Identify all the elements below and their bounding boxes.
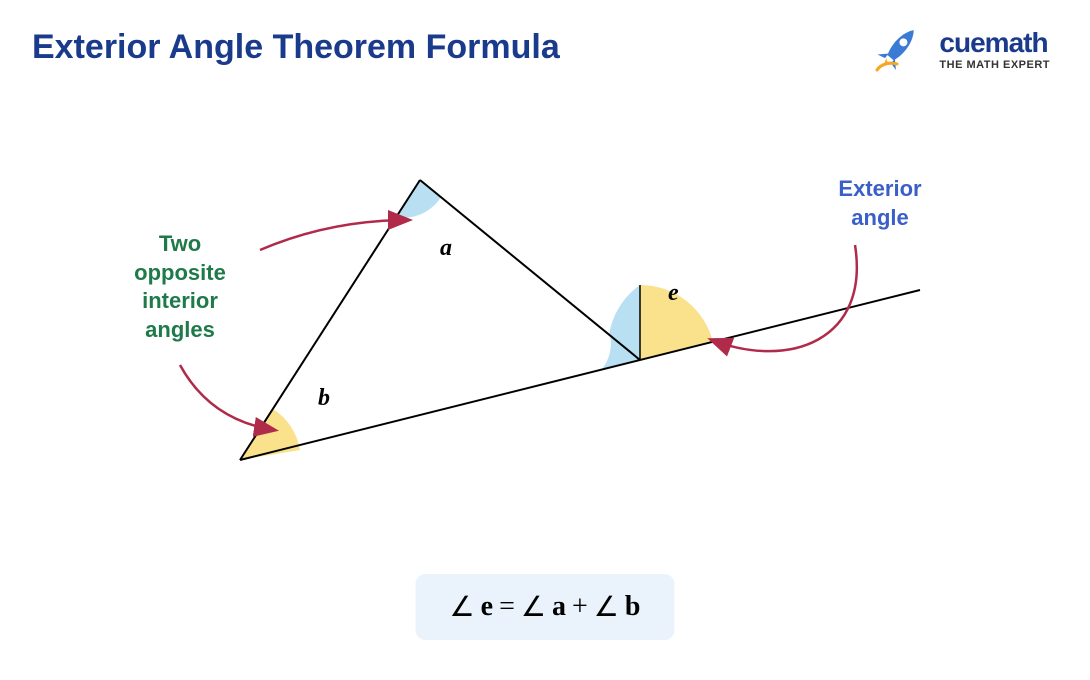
interior-label-line2: opposite — [134, 260, 226, 285]
base-line — [240, 290, 920, 460]
brand-text: cuemath THE MATH EXPERT — [939, 29, 1050, 71]
angle-b-label: b — [318, 385, 330, 412]
angle-a-label: a — [440, 235, 452, 262]
exterior-label-line1: Exterior — [838, 176, 921, 201]
interior-angles-label: Two opposite interior angles — [110, 230, 250, 344]
triangle-side-right — [420, 180, 640, 360]
angle-symbol: ∠ — [521, 590, 546, 624]
exterior-angle-label: Exterior angle — [810, 175, 950, 232]
page-title: Exterior Angle Theorem Formula — [32, 28, 560, 67]
brand-tagline: THE MATH EXPERT — [939, 60, 1050, 71]
formula-var-a: a — [552, 591, 566, 623]
exterior-label-line2: angle — [851, 205, 908, 230]
equals-sign: = — [499, 591, 515, 623]
angle-arc-a — [396, 180, 441, 218]
formula-var-e: e — [481, 591, 493, 623]
brand-name: cuemath — [939, 29, 1050, 57]
formula-var-b: b — [625, 591, 641, 623]
formula-box: ∠e = ∠a + ∠b — [416, 574, 675, 640]
rocket-icon — [867, 20, 927, 80]
arrow-to-angle-e — [712, 245, 857, 351]
plus-sign: + — [572, 591, 588, 623]
interior-label-line1: Two — [159, 231, 201, 256]
interior-label-line3: interior — [142, 288, 218, 313]
angle-symbol: ∠ — [450, 590, 475, 624]
angle-e-label: e — [668, 280, 679, 307]
interior-label-line4: angles — [145, 317, 215, 342]
triangle-diagram: Two opposite interior angles Exterior an… — [0, 130, 1090, 550]
triangle-side-left — [240, 180, 420, 460]
brand-logo: cuemath THE MATH EXPERT — [867, 20, 1050, 80]
arrow-to-angle-b — [180, 365, 274, 430]
angle-symbol: ∠ — [594, 590, 619, 624]
